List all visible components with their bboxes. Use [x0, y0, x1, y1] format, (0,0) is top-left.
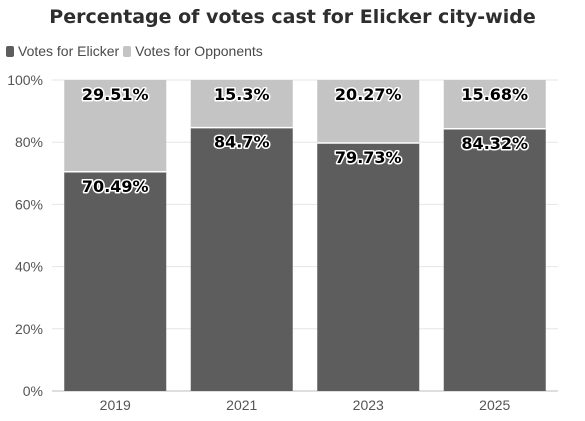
x-tick-label: 2023 [353, 397, 384, 413]
bar-segment-opponents [317, 80, 420, 144]
chart-title: Percentage of votes cast for Elicker cit… [49, 6, 536, 28]
bar-segment-opponents [443, 80, 546, 129]
data-label-elicker: 70.49% [82, 177, 149, 196]
y-tick-label: 0% [23, 383, 43, 399]
bar-segment-opponents [64, 80, 167, 172]
legend-label-opponents: Votes for Opponents [135, 43, 263, 59]
bar-segment-elicker [64, 171, 167, 391]
x-tick-label: 2021 [226, 397, 257, 413]
data-label-opponents: 29.51% [82, 85, 149, 104]
data-label-opponents: 15.3% [214, 85, 270, 104]
data-label-elicker: 84.7% [214, 133, 270, 152]
bar-segment-opponents [190, 80, 293, 128]
y-tick-label: 80% [15, 134, 43, 150]
legend-swatch-opponents [123, 45, 132, 57]
x-tick-label: 2025 [479, 397, 510, 413]
y-tick-label: 60% [15, 196, 43, 212]
y-tick-label: 100% [7, 72, 43, 88]
y-tick-label: 20% [15, 321, 43, 337]
data-label-elicker: 79.73% [335, 148, 402, 167]
data-label-opponents: 15.68% [461, 85, 528, 104]
data-label-opponents: 20.27% [335, 85, 402, 104]
legend-item-elicker: Votes for Elicker [6, 43, 119, 59]
y-tick-label: 40% [15, 259, 43, 275]
legend-label-elicker: Votes for Elicker [18, 43, 120, 59]
legend-item-opponents: Votes for Opponents [123, 43, 263, 59]
legend-swatch-elicker [6, 45, 14, 57]
data-label-elicker: 84.32% [461, 134, 528, 153]
bar-segment-elicker [317, 143, 420, 391]
legend: Votes for Elicker Votes for Opponents [6, 42, 267, 60]
bar-segment-elicker [190, 127, 293, 391]
bar-segment-elicker [443, 128, 546, 391]
x-tick-label: 2019 [100, 397, 131, 413]
